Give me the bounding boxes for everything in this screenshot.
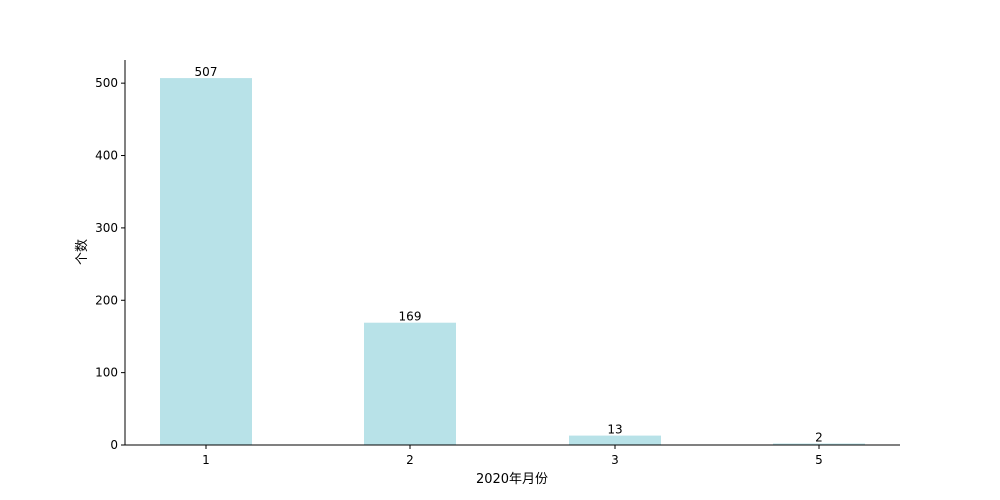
y-tick-label-500: 500 bbox=[95, 76, 118, 90]
x-axis-title: 2020年月份 bbox=[476, 472, 548, 487]
value-label-3: 13 bbox=[607, 423, 622, 437]
x-tick-label-1: 1 bbox=[202, 453, 210, 467]
value-label-5: 2 bbox=[815, 431, 823, 445]
y-axis: 0 100 200 300 400 500 bbox=[95, 60, 126, 452]
y-tick-label-400: 400 bbox=[95, 149, 118, 163]
y-axis-title: 个数 bbox=[75, 239, 90, 265]
x-tick-label-3: 3 bbox=[611, 453, 619, 467]
bars-group bbox=[160, 78, 865, 445]
y-tick-label-0: 0 bbox=[110, 438, 118, 452]
x-tick-label-2: 2 bbox=[406, 453, 414, 467]
value-label-2: 169 bbox=[399, 310, 422, 324]
bar-2 bbox=[364, 322, 456, 445]
y-tick-label-100: 100 bbox=[95, 366, 118, 380]
x-axis: 1 2 3 5 bbox=[125, 444, 900, 467]
value-label-1: 507 bbox=[195, 65, 218, 79]
x-tick-label-5: 5 bbox=[815, 453, 823, 467]
value-labels-group: 507 169 13 2 bbox=[195, 65, 823, 444]
y-tick-label-300: 300 bbox=[95, 221, 118, 235]
y-tick-label-200: 200 bbox=[95, 293, 118, 307]
bar-3 bbox=[569, 435, 661, 445]
bar-5 bbox=[773, 443, 865, 445]
bar-1 bbox=[160, 78, 252, 445]
